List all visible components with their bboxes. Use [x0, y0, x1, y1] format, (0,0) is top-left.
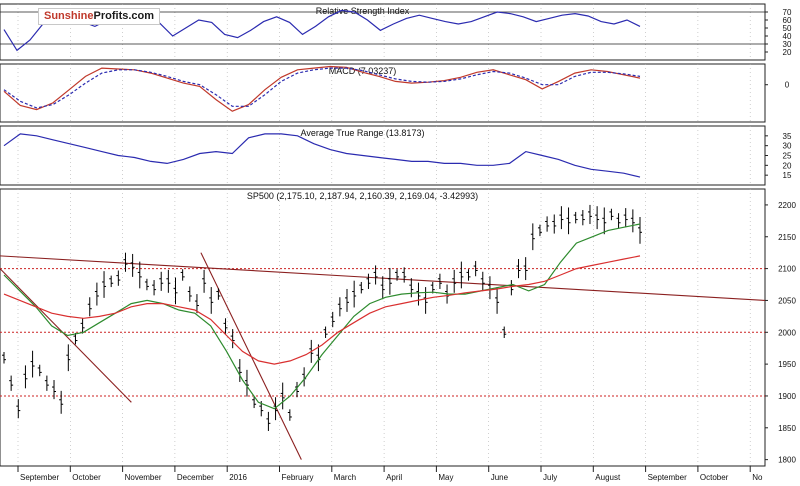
x-tick-label: 2016	[229, 473, 247, 482]
series-line	[3, 65, 641, 112]
chart-panel-1: MACD (7.03237)0	[0, 63, 790, 123]
x-tick-label: October	[72, 473, 101, 482]
x-tick-label: March	[334, 473, 356, 482]
logo-part-a: Sunshine	[44, 10, 94, 22]
x-tick-label: September	[20, 473, 59, 482]
x-tick-label: May	[438, 473, 453, 482]
y-tick-label: 35	[783, 132, 792, 141]
x-tick-label: October	[700, 473, 729, 482]
x-tick-label: February	[282, 473, 314, 482]
y-tick-label: 2200	[778, 201, 796, 210]
panel-title: SP500 (2,175.10, 2,187.94, 2,160.39, 2,1…	[247, 191, 478, 201]
y-tick-label: 1850	[778, 424, 796, 433]
x-tick-label: April	[386, 473, 402, 482]
y-tick-label: 1800	[778, 456, 796, 465]
x-tick-label: December	[177, 473, 214, 482]
y-tick-label: 0	[785, 81, 790, 90]
y-tick-label: 30	[783, 40, 792, 49]
series-line	[3, 223, 641, 410]
x-tick-label: November	[125, 473, 162, 482]
sunshine-profits-logo: SunshineProfits.com	[38, 8, 161, 25]
y-tick-label: 20	[783, 48, 792, 57]
x-tick-label: August	[595, 473, 621, 482]
y-tick-label: 2100	[778, 265, 796, 274]
panel-title: Relative Strength Index	[316, 6, 410, 16]
y-tick-label: 40	[783, 32, 792, 41]
y-tick-label: 2000	[778, 328, 796, 337]
series-line	[3, 133, 641, 178]
y-tick-label: 2050	[778, 296, 796, 305]
x-tick-label: July	[543, 473, 557, 482]
logo-part-b: Profits.com	[93, 10, 155, 22]
series-line	[3, 255, 641, 365]
y-tick-label: 2150	[778, 233, 796, 242]
y-tick-label: 30	[783, 142, 792, 151]
y-tick-label: 70	[783, 8, 792, 17]
x-tick-label: June	[491, 473, 509, 482]
series-line	[3, 67, 641, 109]
x-tick-label: No	[752, 473, 763, 482]
y-tick-label: 1900	[778, 392, 796, 401]
y-tick-label: 1950	[778, 360, 796, 369]
x-tick-label: September	[648, 473, 687, 482]
y-tick-label: 15	[783, 171, 792, 180]
y-tick-label: 50	[783, 24, 792, 33]
y-tick-label: 20	[783, 161, 792, 170]
panel-title: Average True Range (13.8173)	[301, 128, 425, 138]
trendline	[0, 268, 132, 403]
x-axis: September October November December 2016 Febr…	[0, 465, 765, 482]
y-tick-label: 60	[783, 16, 792, 25]
y-tick-label: 25	[783, 152, 792, 161]
chart-panel-3: SP500 (2,175.10, 2,187.94, 2,160.39, 2,1…	[0, 188, 796, 467]
